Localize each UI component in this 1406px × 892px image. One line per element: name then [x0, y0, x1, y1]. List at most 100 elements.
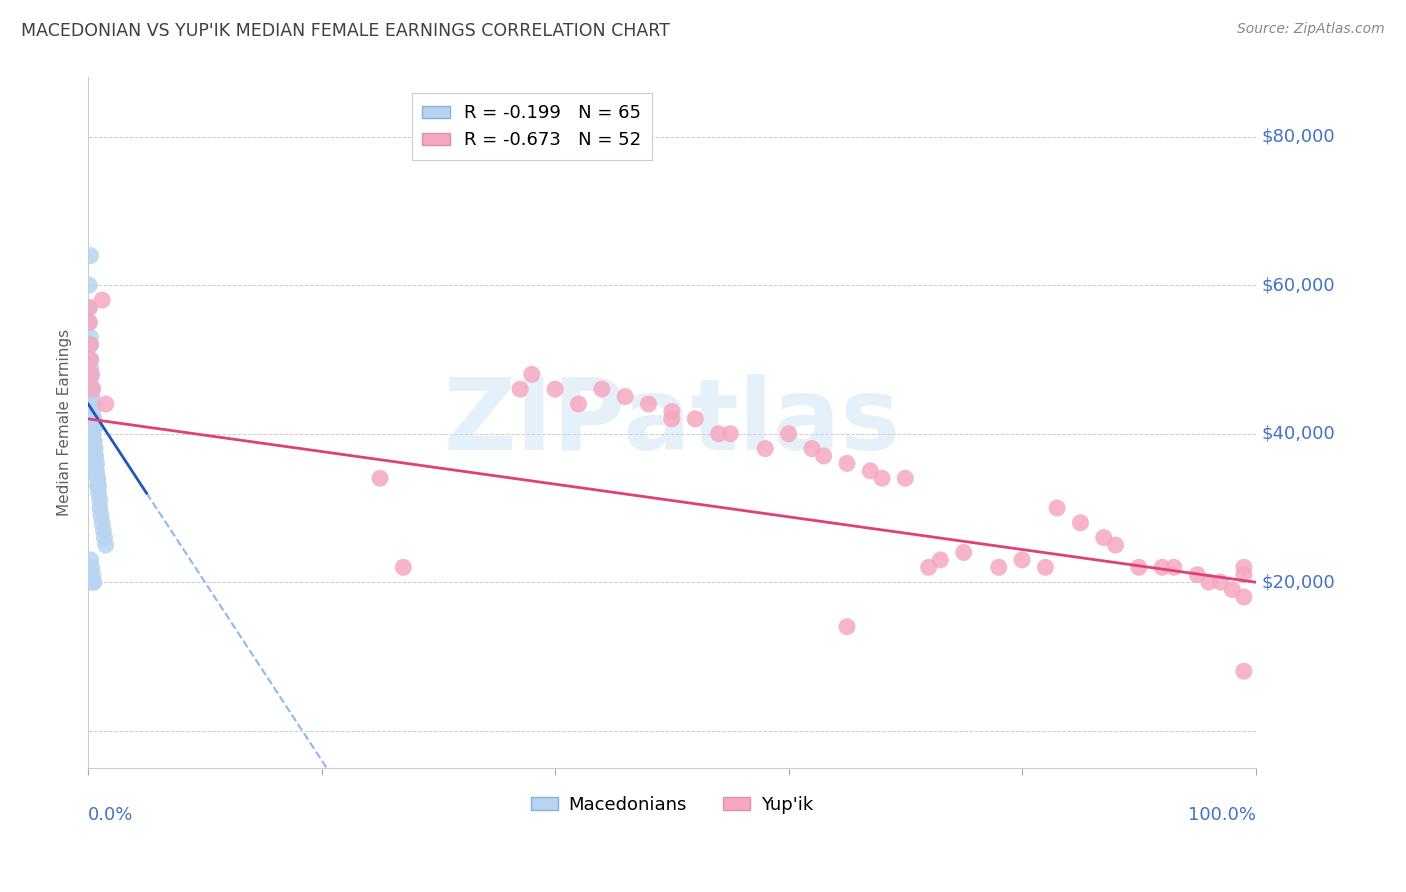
Point	[87, 486, 110, 500]
Point	[82, 412, 104, 426]
Text: $40,000: $40,000	[1261, 425, 1336, 442]
Point	[591, 382, 613, 396]
Point	[754, 442, 776, 456]
Point	[870, 471, 893, 485]
Point	[79, 553, 101, 567]
Point	[80, 397, 103, 411]
Text: 100.0%: 100.0%	[1188, 805, 1256, 823]
Point	[90, 508, 112, 523]
Point	[83, 442, 105, 456]
Point	[86, 464, 108, 478]
Point	[813, 449, 835, 463]
Point	[509, 382, 531, 396]
Point	[1092, 531, 1115, 545]
Point	[80, 412, 103, 426]
Point	[79, 330, 101, 344]
Point	[80, 397, 103, 411]
Text: MACEDONIAN VS YUP'IK MEDIAN FEMALE EARNINGS CORRELATION CHART: MACEDONIAN VS YUP'IK MEDIAN FEMALE EARNI…	[21, 22, 671, 40]
Point	[1163, 560, 1185, 574]
Point	[392, 560, 415, 574]
Point	[91, 523, 114, 537]
Point	[1233, 664, 1256, 678]
Point	[86, 471, 108, 485]
Point	[94, 397, 117, 411]
Point	[79, 315, 101, 329]
Point	[84, 442, 107, 456]
Point	[80, 404, 103, 418]
Point	[918, 560, 941, 574]
Point	[79, 359, 101, 374]
Point	[82, 382, 104, 396]
Point	[82, 426, 104, 441]
Point	[83, 412, 105, 426]
Point	[79, 301, 101, 315]
Point	[1035, 560, 1057, 574]
Point	[1233, 560, 1256, 574]
Point	[86, 471, 108, 485]
Point	[1069, 516, 1091, 530]
Point	[84, 419, 107, 434]
Legend: Macedonians, Yup'ik: Macedonians, Yup'ik	[523, 789, 820, 821]
Point	[929, 553, 952, 567]
Point	[83, 442, 105, 456]
Point	[368, 471, 391, 485]
Point	[707, 426, 730, 441]
Point	[80, 404, 103, 418]
Point	[1152, 560, 1174, 574]
Point	[91, 293, 114, 307]
Point	[1011, 553, 1033, 567]
Point	[82, 404, 104, 418]
Point	[79, 368, 101, 382]
Point	[637, 397, 659, 411]
Point	[94, 538, 117, 552]
Point	[987, 560, 1010, 574]
Point	[83, 575, 105, 590]
Point	[520, 368, 543, 382]
Point	[82, 426, 104, 441]
Y-axis label: Median Female Earnings: Median Female Earnings	[58, 329, 72, 516]
Point	[661, 412, 683, 426]
Point	[79, 337, 101, 351]
Point	[1233, 567, 1256, 582]
Point	[79, 278, 101, 293]
Point	[800, 442, 823, 456]
Point	[79, 352, 101, 367]
Point	[82, 419, 104, 434]
Point	[544, 382, 567, 396]
Point	[86, 456, 108, 470]
Point	[614, 390, 637, 404]
Point	[1185, 567, 1208, 582]
Point	[79, 315, 101, 329]
Point	[80, 560, 103, 574]
Point	[1128, 560, 1150, 574]
Point	[84, 449, 107, 463]
Point	[661, 404, 683, 418]
Point	[683, 412, 706, 426]
Point	[778, 426, 800, 441]
Point	[86, 478, 108, 492]
Point	[84, 449, 107, 463]
Point	[80, 382, 103, 396]
Point	[89, 500, 111, 515]
Point	[80, 397, 103, 411]
Point	[79, 352, 101, 367]
Point	[859, 464, 882, 478]
Point	[82, 412, 104, 426]
Text: Source: ZipAtlas.com: Source: ZipAtlas.com	[1237, 22, 1385, 37]
Point	[79, 449, 101, 463]
Point	[80, 456, 103, 470]
Point	[80, 397, 103, 411]
Point	[93, 531, 115, 545]
Point	[80, 404, 103, 418]
Point	[1220, 582, 1243, 597]
Point	[86, 464, 108, 478]
Text: 0.0%: 0.0%	[89, 805, 134, 823]
Point	[80, 426, 103, 441]
Point	[91, 516, 114, 530]
Point	[835, 620, 858, 634]
Text: $60,000: $60,000	[1261, 277, 1336, 294]
Point	[894, 471, 917, 485]
Point	[80, 390, 103, 404]
Text: ZIPatlas: ZIPatlas	[443, 374, 900, 471]
Point	[79, 382, 101, 396]
